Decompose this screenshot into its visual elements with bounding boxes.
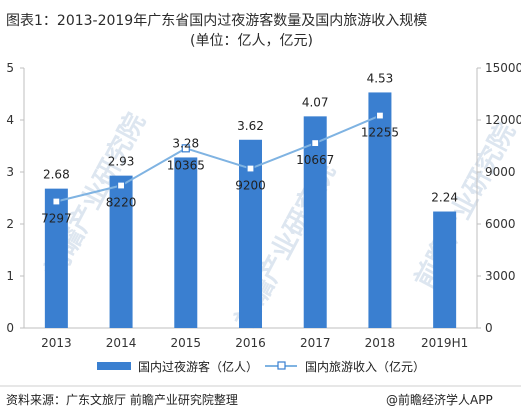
- left-tick-label: 5: [6, 61, 14, 75]
- bar: [368, 92, 392, 328]
- source-note: 资料来源：广东文旅厅 前瞻产业研究院整理: [6, 392, 238, 407]
- right-tick-label: 12000: [485, 113, 521, 127]
- legend-bar-swatch: [97, 362, 131, 370]
- line-point: [375, 111, 385, 120]
- right-tick-label: 15000: [485, 61, 521, 75]
- line-value-label: 8220: [106, 196, 137, 210]
- x-axis-ticks: 2013 2014 2015 2016 2017 2018 2019H1: [41, 336, 468, 350]
- bar-value-label: 2.24: [431, 191, 458, 205]
- right-tick-label: 9000: [485, 165, 516, 179]
- right-tick-label: 0: [485, 321, 493, 335]
- bar-value-label: 2.68: [43, 168, 70, 182]
- line-value-label: 10365: [167, 158, 205, 172]
- right-tick-label: 6000: [485, 217, 516, 231]
- legend: 国内过夜游客（亿人） 国内旅游收入（亿元）: [97, 359, 425, 374]
- chart-title: 图表1：2013-2019年广东省国内过夜游客数量及国内旅游收入规模: [6, 12, 427, 29]
- line-value-label: 7297: [41, 212, 72, 226]
- bar: [433, 211, 457, 328]
- bar-value-label: 3.62: [237, 119, 264, 133]
- line-value-label: 9200: [235, 179, 266, 193]
- bar: [109, 175, 133, 328]
- bar-value-label: 4.53: [367, 71, 394, 85]
- left-tick-label: 3: [6, 165, 14, 179]
- line-path: [56, 114, 381, 203]
- bar-value-labels: 2.68 2.93 3.28 3.62 4.07 4.53 2.24: [43, 71, 458, 204]
- left-axis-ticks: 0 1 2 3 4 5: [6, 61, 24, 335]
- bar-value-label: 2.93: [108, 155, 135, 169]
- bar-value-label: 3.28: [172, 136, 199, 150]
- left-tick-label: 1: [6, 269, 14, 283]
- x-tick-label: 2017: [300, 336, 331, 350]
- brand-label: @前瞻经济学人APP: [386, 392, 493, 407]
- line-point: [311, 139, 320, 148]
- bar: [303, 116, 327, 328]
- bar-series: [44, 92, 457, 328]
- line-point: [246, 164, 255, 173]
- line-series: [52, 111, 385, 206]
- x-tick-label: 2019H1: [421, 336, 468, 350]
- left-tick-label: 2: [6, 217, 14, 231]
- left-tick-label: 4: [6, 113, 14, 127]
- line-point: [181, 144, 190, 153]
- legend-line-label: 国内旅游收入（亿元）: [305, 359, 425, 374]
- bar: [174, 157, 198, 328]
- line-point: [52, 197, 61, 206]
- legend-line-marker: [277, 361, 286, 370]
- bar: [44, 188, 68, 328]
- line-value-label: 12255: [361, 126, 399, 140]
- line-value-label: 10667: [296, 153, 334, 167]
- x-tick-label: 2015: [171, 336, 202, 350]
- x-tick-label: 2014: [106, 336, 137, 350]
- right-tick-label: 3000: [485, 269, 516, 283]
- bar: [239, 139, 262, 328]
- bar-value-label: 4.07: [302, 95, 329, 109]
- x-tick-label: 2016: [235, 336, 266, 350]
- line-value-labels: 7297 8220 10365 9200 10667 12255: [41, 126, 399, 226]
- chart-subtitle: (单位：亿人，亿元): [190, 33, 313, 49]
- right-axis-ticks: 0 3000 6000 9000 12000 15000: [477, 61, 521, 335]
- watermark-text-2: 前瞻产业研究院: [409, 118, 521, 293]
- left-tick-label: 0: [6, 321, 14, 335]
- line-point: [116, 181, 126, 190]
- x-tick-label: 2013: [41, 336, 72, 350]
- legend-bar-label: 国内过夜游客（亿人）: [138, 359, 258, 374]
- x-tick-label: 2018: [365, 336, 396, 350]
